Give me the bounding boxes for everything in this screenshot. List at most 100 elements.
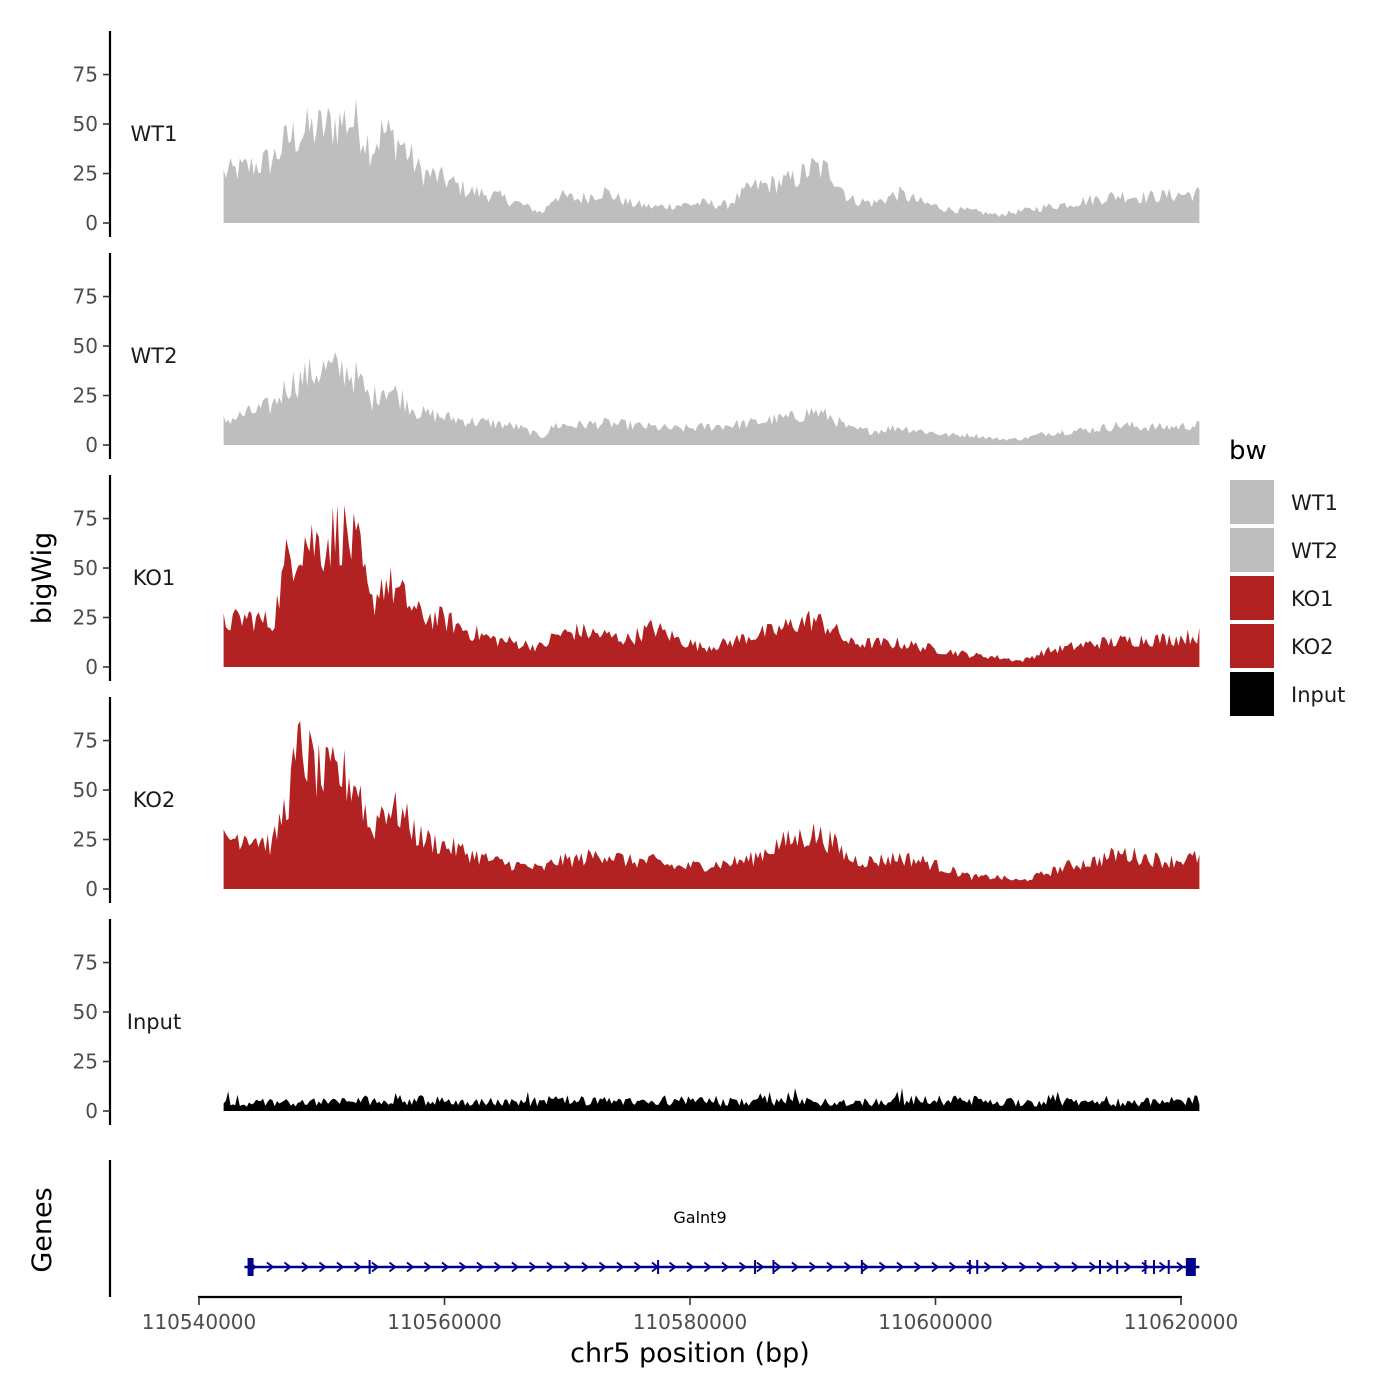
x-axis-title: chr5 position (bp) <box>570 1338 810 1369</box>
strand-arrow <box>493 1261 502 1273</box>
track-input: 0 25 50 75 Input <box>73 919 1200 1125</box>
y-tick-label: 0 <box>85 655 98 679</box>
strand-arrow <box>1123 1261 1132 1273</box>
strand-arrow <box>581 1261 590 1273</box>
y-tick-label: 0 <box>85 877 98 901</box>
strand-arrow <box>1088 1261 1097 1273</box>
x-tick-label: 110620000 <box>1124 1310 1239 1334</box>
gene-panel: Galnt9 <box>108 1160 1200 1297</box>
gene-exon <box>976 1260 979 1274</box>
strand-arrow <box>598 1261 607 1273</box>
legend-swatch-wt2 <box>1230 528 1274 572</box>
gene-exon <box>968 1260 971 1274</box>
legend-label-wt2: WT2 <box>1291 539 1338 563</box>
strand-arrow <box>1018 1261 1027 1273</box>
strand-arrow <box>913 1261 922 1273</box>
strand-arrow <box>423 1261 432 1273</box>
strand-arrow <box>266 1261 275 1273</box>
strand-arrow <box>931 1261 940 1273</box>
legend-swatch-ko2 <box>1230 624 1274 668</box>
y-tick-label: 75 <box>73 951 98 975</box>
x-tick-label: 110600000 <box>878 1310 993 1334</box>
strand-arrow <box>318 1261 327 1273</box>
strand-arrow <box>896 1261 905 1273</box>
strand-arrow <box>283 1261 292 1273</box>
y-tick-label: 50 <box>73 556 98 580</box>
legend-label-input: Input <box>1291 683 1345 707</box>
strand-arrow <box>756 1261 765 1273</box>
strand-arrow <box>371 1261 380 1273</box>
strand-arrow <box>406 1261 415 1273</box>
strand-arrow <box>511 1261 520 1273</box>
track-ko2: 0 25 50 75 KO2 <box>73 697 1200 903</box>
y-tick-label: 25 <box>73 828 98 852</box>
track-label-input: Input <box>127 1010 181 1034</box>
area-wt2 <box>223 352 1200 445</box>
gene-exon <box>1098 1260 1101 1274</box>
y-tick-label: 50 <box>73 778 98 802</box>
track-label-ko1: KO1 <box>133 566 176 590</box>
y-tick-label: 75 <box>73 285 98 309</box>
area-input <box>223 1087 1200 1111</box>
gene-exon <box>1116 1260 1119 1274</box>
gene-exon <box>368 1260 371 1274</box>
track-label-ko2: KO2 <box>133 788 176 812</box>
gene-model <box>244 1258 1200 1276</box>
strand-arrow <box>808 1261 817 1273</box>
x-axis: 110540000 110560000 110580000 110600000 1106… <box>142 1295 1239 1334</box>
x-tick-label: 110580000 <box>633 1310 748 1334</box>
track-wt1: 0 25 50 75 WT1 <box>73 31 1200 237</box>
y-tick-label: 75 <box>73 507 98 531</box>
strand-arrow <box>878 1261 887 1273</box>
gene-exon <box>657 1260 660 1274</box>
strand-arrow <box>633 1261 642 1273</box>
strand-arrow <box>353 1261 362 1273</box>
strand-arrow <box>791 1261 800 1273</box>
gene-exon <box>772 1260 775 1274</box>
gene-exon <box>754 1260 757 1274</box>
legend-label-ko1: KO1 <box>1291 587 1334 611</box>
y-tick-label: 25 <box>73 384 98 408</box>
strand-arrow <box>1053 1261 1062 1273</box>
strand-arrow <box>686 1261 695 1273</box>
y-tick-label: 25 <box>73 1050 98 1074</box>
strand-arrow <box>826 1261 835 1273</box>
y-tick-label: 0 <box>85 1099 98 1123</box>
strand-arrow <box>301 1261 310 1273</box>
y-axis-title: bigWig <box>27 532 58 625</box>
strand-arrow <box>616 1261 625 1273</box>
legend-label-ko2: KO2 <box>1291 635 1334 659</box>
strand-arrow <box>843 1261 852 1273</box>
y-tick-label: 75 <box>73 729 98 753</box>
strand-arrow <box>476 1261 485 1273</box>
strand-arrow <box>948 1261 957 1273</box>
strand-arrow <box>1158 1261 1167 1273</box>
signal-tracks: 0 25 50 75 WT1 0 25 50 75 WT2 0 25 50 75 KO1 0 25 50 75 KO2… <box>73 31 1200 1125</box>
strand-arrow <box>458 1261 467 1273</box>
track-label-wt1: WT1 <box>131 122 178 146</box>
strand-arrow <box>528 1261 537 1273</box>
gene-exon <box>247 1258 254 1276</box>
genes-axis-title: Genes <box>27 1187 58 1272</box>
strand-arrow <box>388 1261 397 1273</box>
y-tick-label: 0 <box>85 433 98 457</box>
gene-exon <box>1167 1260 1170 1274</box>
strand-arrow <box>703 1261 712 1273</box>
legend-title: bw <box>1229 436 1267 466</box>
strand-arrow <box>773 1261 782 1273</box>
strand-arrow <box>721 1261 730 1273</box>
y-tick-label: 25 <box>73 606 98 630</box>
gene-exon <box>1144 1260 1147 1274</box>
legend-swatch-ko1 <box>1230 576 1274 620</box>
strand-arrow <box>441 1261 450 1273</box>
track-wt2: 0 25 50 75 WT2 <box>73 253 1200 459</box>
y-tick-label: 50 <box>73 112 98 136</box>
strand-arrow <box>738 1261 747 1273</box>
strand-arrow <box>563 1261 572 1273</box>
gene-exon <box>1152 1260 1155 1274</box>
area-ko2 <box>223 721 1200 889</box>
y-tick-label: 75 <box>73 63 98 87</box>
strand-arrow <box>336 1261 345 1273</box>
y-tick-label: 50 <box>73 334 98 358</box>
